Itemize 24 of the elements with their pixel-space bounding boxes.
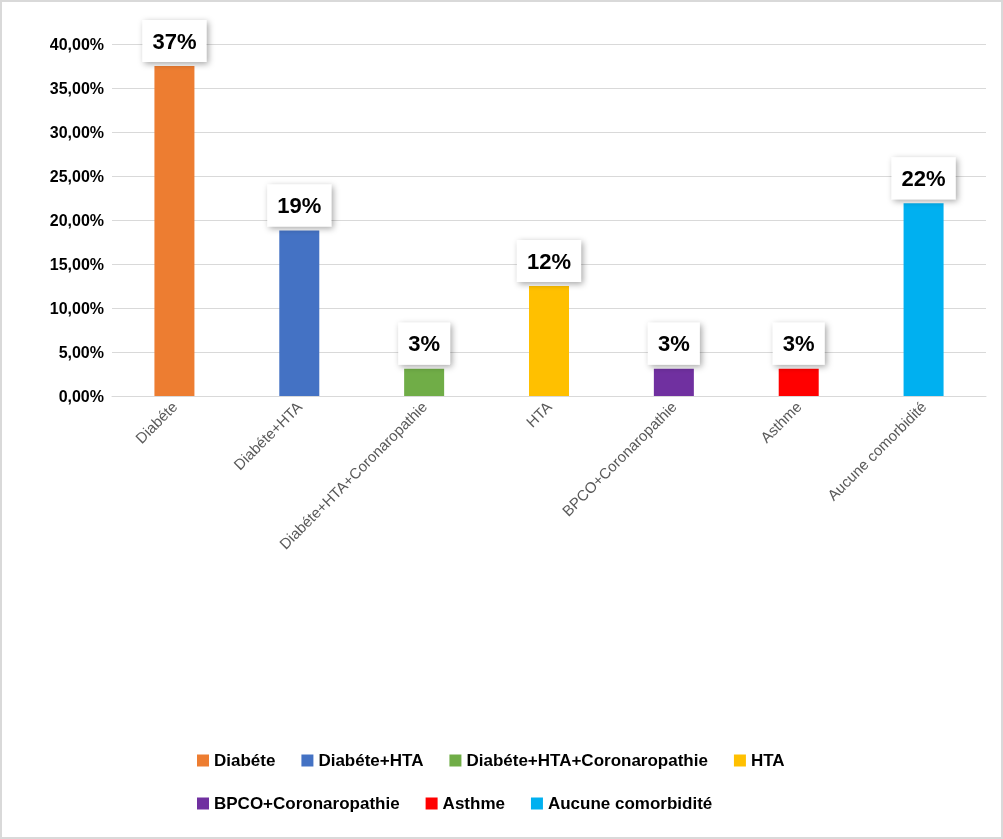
- data-label: 3%: [657, 331, 690, 357]
- y-tick-label: 15,00%: [49, 255, 104, 273]
- data-label: 3%: [408, 331, 441, 357]
- legend-label: BPCO+Coronaropathie: [214, 794, 400, 813]
- data-label: 37%: [152, 28, 197, 54]
- legend-label: Aucune comorbidité: [547, 794, 713, 813]
- legend-label: Diabéte+HTA+Coronaropathie: [466, 751, 708, 770]
- data-label: 12%: [526, 248, 572, 274]
- data-label: 19%: [277, 193, 322, 219]
- y-tick-label: 20,00%: [49, 211, 104, 229]
- y-tick-label: 30,00%: [49, 123, 104, 141]
- legend-label: Diabéte+HTA: [318, 751, 424, 770]
- legend-label: Asthme: [442, 794, 505, 813]
- y-tick-label: 0,00%: [58, 387, 104, 405]
- y-tick-label: 25,00%: [49, 167, 104, 185]
- legend-label: Diabéte: [214, 751, 276, 770]
- y-tick-label: 10,00%: [49, 299, 104, 317]
- legend-label: HTA: [750, 751, 785, 770]
- y-tick-label: 35,00%: [49, 79, 104, 97]
- y-tick-label: 40,00%: [49, 35, 104, 53]
- data-label: 22%: [901, 165, 946, 191]
- x-tick-label: HTA: [522, 397, 556, 431]
- data-label: 3%: [782, 331, 815, 357]
- y-tick-label: 5,00%: [58, 343, 104, 361]
